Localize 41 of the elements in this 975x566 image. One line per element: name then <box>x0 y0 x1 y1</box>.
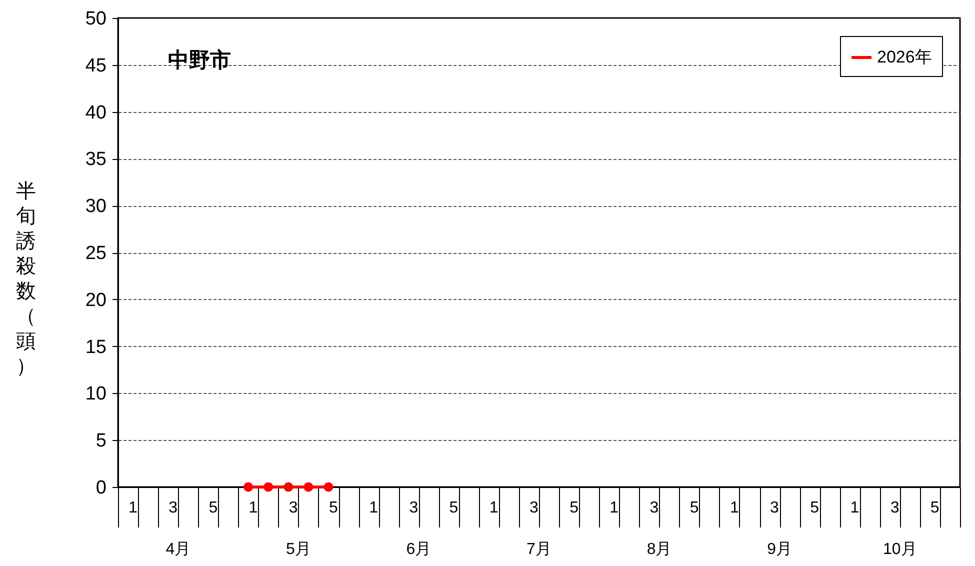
x-tick-label: 3 <box>168 500 178 516</box>
text: 7月 <box>526 541 552 558</box>
x-tick-label: 5 <box>690 500 699 516</box>
y-tick-label: 35 <box>85 149 106 170</box>
x-tick-label: 3 <box>770 500 780 516</box>
x-tick-label: 5 <box>810 500 820 516</box>
y-axis-title: 半旬誘殺数（頭） <box>16 180 36 378</box>
x-tick-label: 5 <box>208 500 218 516</box>
x-tick-label: 1 <box>850 500 860 516</box>
x-tick-label: 3 <box>288 500 298 516</box>
x-tick-label: 1 <box>248 500 258 516</box>
x-tick-label: 1 <box>610 500 619 516</box>
y-tick-label: 15 <box>85 336 106 358</box>
x-tick-label: 1 <box>489 500 498 516</box>
x-tick-label: 5 <box>570 500 579 516</box>
legend-label: 2026年 <box>877 48 932 66</box>
y-tick-label: 0 <box>96 478 106 498</box>
text: 8月 <box>646 541 672 558</box>
text: 5月 <box>286 541 311 558</box>
x-tick-label: 3 <box>409 500 418 516</box>
x-tick-label: 1 <box>730 500 739 516</box>
y-tick-label: 50 <box>85 8 106 30</box>
x-tick-label: 3 <box>529 500 538 516</box>
x-tick-label: 1 <box>128 500 138 516</box>
y-tick-label: 30 <box>85 196 106 218</box>
text: 9月 <box>767 541 792 558</box>
x-tick-label: 5 <box>329 500 338 516</box>
x-tick-label: 3 <box>650 500 659 516</box>
text: 4月 <box>166 541 191 558</box>
y-tick-label: 5 <box>96 430 106 452</box>
x-tick-label: 1 <box>369 500 378 516</box>
text: 10月 <box>882 541 917 558</box>
x-tick-label: 5 <box>449 500 458 516</box>
x-tick-label: 5 <box>930 500 940 516</box>
text: 6月 <box>406 541 432 558</box>
y-tick-label: 25 <box>85 243 106 264</box>
y-tick-label: 40 <box>85 102 106 124</box>
y-tick-label: 20 <box>85 290 106 311</box>
x-tick-label: 3 <box>890 500 900 516</box>
y-tick-label: 10 <box>85 384 106 405</box>
y-tick-label: 45 <box>85 55 106 76</box>
